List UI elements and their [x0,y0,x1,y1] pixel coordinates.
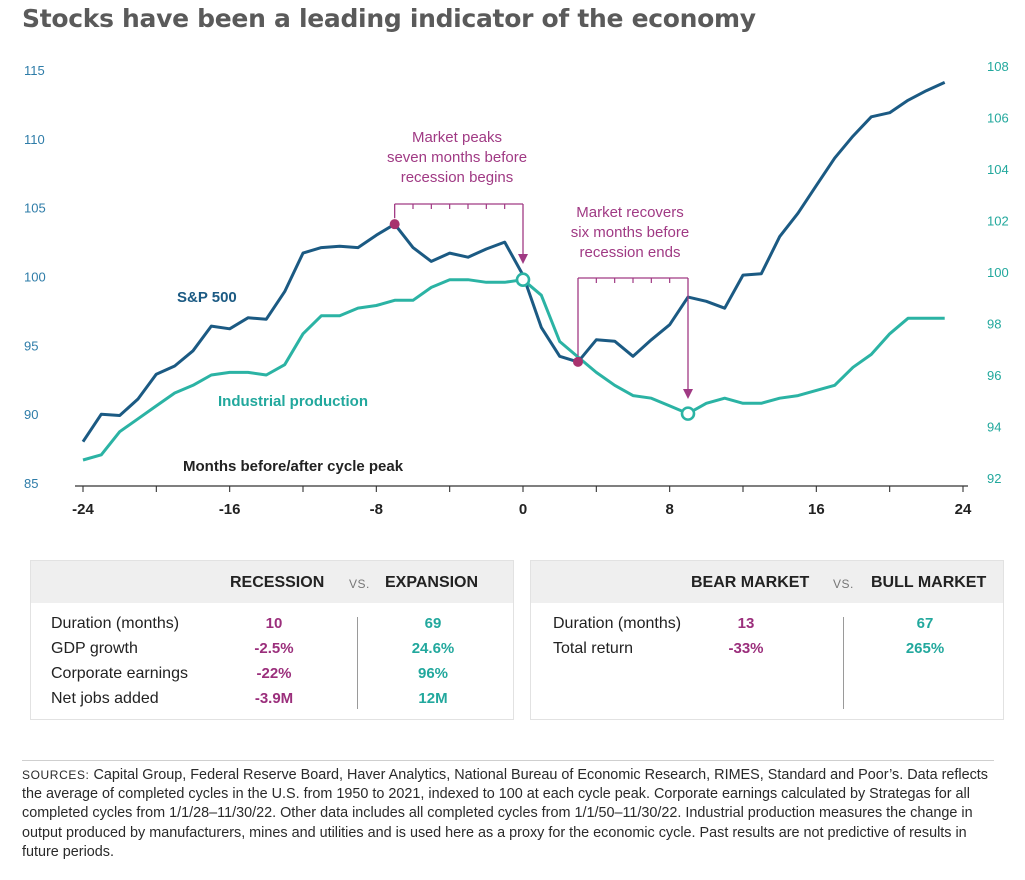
recession-header: RECESSION [230,574,325,591]
row-label: Corporate earnings [51,665,188,682]
column-divider [357,617,358,709]
x-tick-label: -16 [219,501,241,518]
recession-value: -22% [256,665,292,682]
recovery-annotation-text: Market recovers [576,204,684,221]
sources-label: SOURCES: [22,768,90,782]
expansion-value: 24.6% [411,640,455,657]
sources-divider [22,760,994,761]
peak-annotation-text: recession begins [401,169,514,186]
vs-label: VS. [833,577,854,591]
left-y-tick-label: 85 [24,476,38,491]
industrial-peak-marker [515,272,531,288]
recession-value: -2.5% [254,640,294,657]
row-label: Total return [553,640,634,657]
row-label: Net jobs added [51,690,159,707]
left-y-tick-label: 100 [24,270,46,285]
expansion-value: 69 [424,615,442,632]
row-label: Duration (months) [553,615,682,632]
recession-expansion-table: RECESSION VS. EXPANSION Duration (months… [30,560,514,720]
right-y-tick-label: 102 [987,214,1009,229]
table-header: RECESSION VS. EXPANSION [31,561,513,603]
sp500-peak-marker [389,219,400,230]
recovery-annotation-text: six months before [571,224,689,241]
page-title: Stocks have been a leading indicator of … [22,4,756,33]
x-tick-label: 24 [955,501,972,518]
sp500-series-label: S&P 500 [177,289,237,306]
left-y-tick-label: 115 [24,63,45,78]
left-y-tick-label: 105 [24,201,46,216]
x-tick-label: 16 [808,501,825,518]
right-y-tick-label: 98 [987,317,1001,332]
row-label: Duration (months) [51,615,180,632]
industrial-series-label: Industrial production [218,393,368,410]
left-y-tick-label: 95 [24,338,38,353]
x-tick-label: 8 [665,501,673,518]
table-header: BEAR MARKET VS. BULL MARKET [531,561,1003,603]
sources-note: SOURCES: Capital Group, Federal Reserve … [22,766,997,862]
recovery-arrow-head [683,389,693,399]
vs-label: VS. [349,577,370,591]
row-label: GDP growth [51,640,138,657]
peak-annotation-text: Market peaks [412,129,502,146]
bear-value: 13 [737,615,755,632]
right-y-tick-label: 96 [987,368,1001,383]
bear-bull-table: BEAR MARKET VS. BULL MARKET Duration (mo… [530,560,1004,720]
sp500-line [81,81,946,443]
bear-value: -33% [728,640,764,657]
right-y-tick-label: 108 [987,59,1009,74]
x-tick-label: -24 [72,501,94,518]
expansion-value: 96% [417,665,449,682]
line-chart: -24 -16 -8 0 8 16 24 85 90 95 100 105 110 115 92 94 96 98… [24,59,1009,518]
right-y-tick-label: 94 [987,420,1001,435]
industrial-production-line [82,278,945,462]
industrial-trough-marker [680,406,696,421]
right-y-tick-label: 106 [987,111,1009,126]
left-y-tick-label: 110 [24,132,45,147]
right-y-tick-label: 100 [987,265,1009,280]
bull-value: 67 [916,615,934,632]
left-y-tick-label: 90 [24,407,38,422]
x-axis-title: Months before/after cycle peak [183,458,404,475]
peak-arrow-head [518,254,528,264]
bull-value: 265% [905,640,945,657]
recovery-annotation-text: recession ends [580,244,681,261]
expansion-value: 12M [418,690,448,707]
bear-market-header: BEAR MARKET [691,574,810,591]
bull-market-header: BULL MARKET [871,574,987,591]
peak-annotation-text: seven months before [387,149,527,166]
sp500-trough-marker [573,356,583,367]
right-y-tick-label: 104 [987,162,1009,177]
sources-text: Capital Group, Federal Reserve Board, Ha… [22,767,989,860]
right-y-tick-label: 92 [987,471,1001,486]
column-divider [843,617,844,709]
x-tick-label: -8 [370,501,383,518]
x-tick-label: 0 [519,501,527,518]
recession-value: -3.9M [254,690,294,707]
expansion-header: EXPANSION [385,574,479,591]
recession-value: 10 [265,615,283,632]
